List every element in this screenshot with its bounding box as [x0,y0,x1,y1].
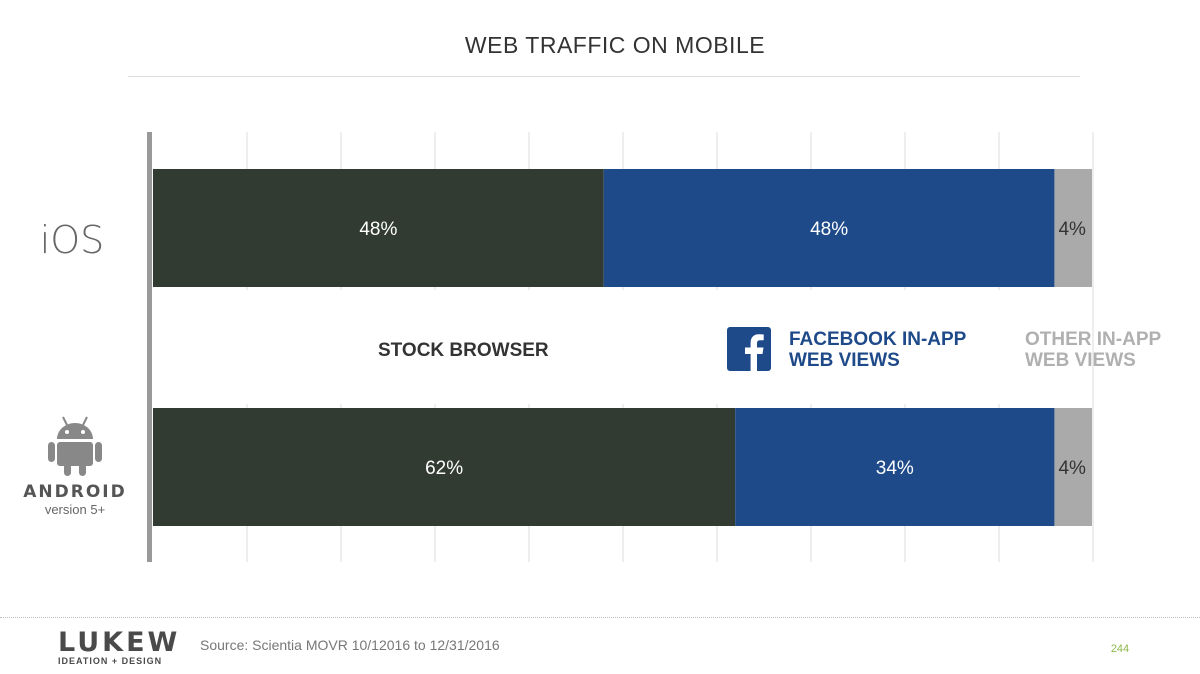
bar-ios-series-3 [1054,169,1092,287]
bar-android-series-1 [153,408,736,526]
legend-stock-browser: STOCK BROWSER [378,340,549,361]
data-label-ios-series-2: 48% [810,219,848,240]
bar-android-series-2 [735,408,1055,526]
footer-divider [0,617,1200,618]
android-wordmark: ANDROID [23,482,127,502]
data-label-android-series-1: 62% [425,458,463,479]
android-robot-icon [48,416,102,476]
page-number: 244 [1110,643,1130,655]
legend-stock-text: STOCK BROWSER [378,340,549,361]
stacked-bar-chart: 48% 48% 4% 62% 34% 4% [147,132,1094,562]
source-citation: Source: Scientia MOVR 10/12016 to 12/31/… [200,637,500,653]
data-label-android-series-3: 4% [1058,458,1086,479]
legend-other-in-app: OTHER IN-APP WEB VIEWS [1025,329,1161,371]
android-version-label: version 5+ [44,502,106,517]
y-axis-line [147,132,152,562]
legend-band [153,290,1092,404]
bar-ios-series-1 [153,169,604,287]
bar-ios-series-2 [603,169,1055,287]
logo-sub-text: IDEATION + DESIGN [58,656,163,666]
legend-facebook-in-app: FACEBOOK IN-APP WEB VIEWS [789,329,966,371]
legend-other-line1: OTHER IN-APP [1025,329,1162,350]
lukew-logo: LUKEW IDEATION + DESIGN [58,627,182,666]
data-label-ios-series-1: 48% [359,219,397,240]
facebook-icon [727,327,771,371]
legend-facebook-line2: WEB VIEWS [789,350,900,371]
title-divider [128,76,1080,77]
legend-facebook-line1: FACEBOOK IN-APP [789,329,967,350]
bar-android-series-3 [1054,408,1092,526]
legend-other-line2: WEB VIEWS [1025,350,1136,371]
data-label-ios-series-3: 4% [1058,219,1086,240]
chart-title: WEB TRAFFIC ON MOBILE [464,32,766,58]
data-label-android-series-2: 34% [876,458,914,479]
ios-label: iOS [39,218,105,262]
logo-main-text: LUKEW [58,627,181,658]
